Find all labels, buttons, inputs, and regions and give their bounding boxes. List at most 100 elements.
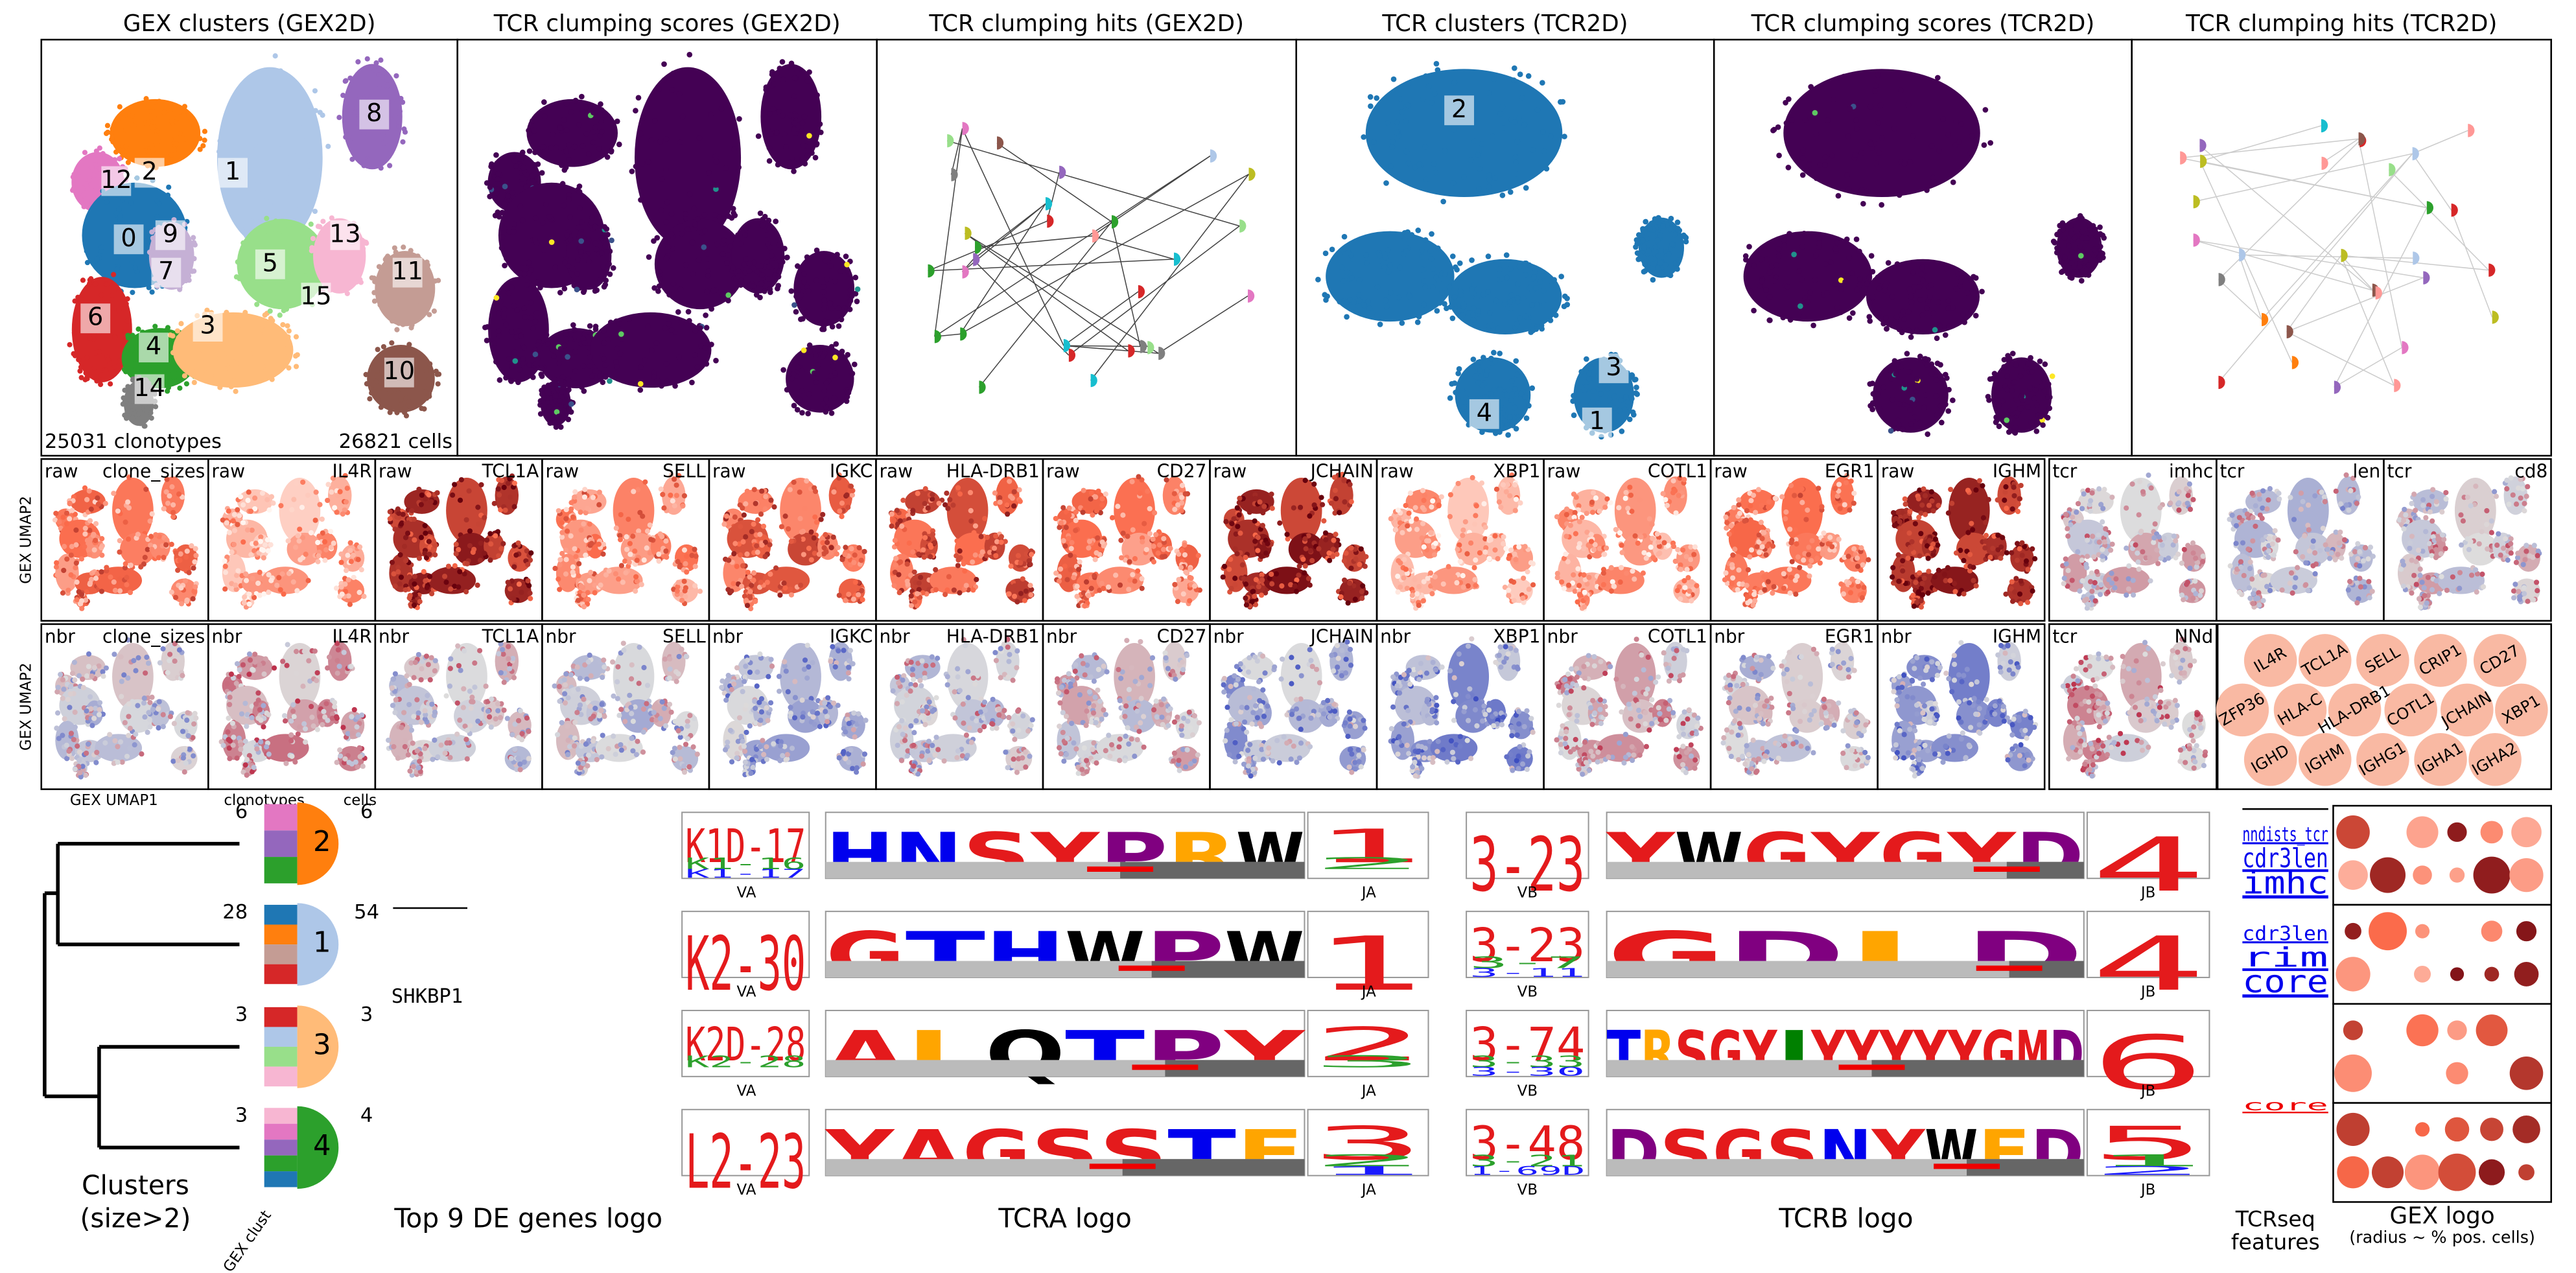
cell-dot — [120, 196, 126, 203]
cell-dot — [1442, 272, 1448, 277]
cell-dot — [661, 505, 667, 511]
cell-dot — [844, 261, 850, 268]
cell-dot — [1243, 602, 1250, 608]
cell-dot — [112, 587, 118, 594]
cell-dot — [269, 377, 275, 382]
cell-dot — [811, 535, 817, 541]
cell-dot — [2065, 270, 2071, 277]
cell-dot — [1521, 121, 1528, 128]
cell-dot — [679, 113, 686, 120]
cell-dot — [600, 264, 606, 270]
cell-dot — [427, 552, 432, 557]
cell-dot — [1419, 247, 1425, 253]
cell-dot — [556, 398, 563, 404]
hit-marker — [2341, 248, 2348, 263]
cell-dot — [173, 550, 179, 555]
hit-marker — [1239, 219, 1247, 233]
cell-dot — [638, 197, 644, 203]
cell-dot — [496, 553, 502, 559]
cell-dot — [64, 510, 70, 516]
cell-dot — [1834, 239, 1840, 246]
cell-dot — [557, 557, 563, 563]
cell-dot — [493, 533, 498, 539]
cell-dot — [2068, 223, 2074, 229]
cell-dot — [779, 59, 786, 65]
cell-dot — [89, 183, 95, 189]
cell-dot — [105, 356, 111, 362]
cell-dot — [406, 574, 412, 580]
cell-dot — [587, 521, 592, 527]
cell-dot — [644, 545, 650, 551]
cell-dot — [725, 298, 731, 304]
cell-dot — [89, 164, 95, 170]
cell-dot — [702, 344, 708, 351]
cell-dot — [246, 325, 252, 331]
cell-dot — [244, 527, 250, 533]
cell-dot — [1401, 236, 1408, 242]
cell-dot — [184, 597, 190, 603]
cell-dot — [1356, 277, 1363, 283]
cell-dot — [602, 281, 609, 288]
cell-dot — [1868, 403, 1873, 409]
cell-dot — [1461, 174, 1467, 180]
cell-dot — [235, 568, 241, 574]
cell-dot — [390, 302, 396, 309]
cell-dot — [617, 351, 624, 356]
cell-dot — [682, 588, 688, 594]
cell-dot — [1486, 183, 1492, 190]
cell-dot — [1864, 281, 1870, 287]
cell-dot — [581, 494, 588, 500]
cell-dot — [1066, 513, 1072, 519]
cell-dot — [172, 594, 179, 600]
cell-dot — [285, 334, 291, 340]
cell-dot — [406, 342, 412, 347]
cell-dot — [1641, 244, 1647, 250]
cell-dot — [1853, 117, 1859, 123]
cell-dot — [813, 379, 819, 386]
cell-dot — [2027, 385, 2033, 391]
cell-dot — [491, 500, 497, 506]
cell-dot — [815, 362, 821, 368]
cell-dot — [1470, 356, 1477, 362]
cell-dot — [766, 145, 773, 151]
cell-dot — [581, 287, 587, 294]
cell-dot — [348, 559, 354, 565]
cell-dot — [60, 514, 66, 520]
cell-dot — [1942, 392, 1949, 398]
cell-dot — [736, 164, 742, 170]
cell-dot — [478, 540, 484, 546]
cell-dot — [933, 566, 939, 573]
cell-dot — [233, 388, 239, 394]
cell-dot — [76, 589, 82, 595]
cell-dot — [712, 212, 718, 218]
cell-dot — [1850, 310, 1856, 316]
cell-dot — [1930, 310, 1937, 316]
cell-dot — [1786, 96, 1792, 102]
cell-dot — [753, 598, 758, 604]
cell-dot — [656, 552, 662, 557]
cell-dot — [1118, 537, 1124, 543]
cell-dot — [529, 172, 535, 179]
cell-dot — [918, 574, 924, 580]
cell-dot — [1337, 509, 1342, 515]
cell-dot — [602, 244, 608, 250]
cell-dot — [78, 297, 85, 303]
panel-feature: TCL1A — [482, 461, 539, 482]
cell-dot — [2011, 429, 2018, 436]
cell-dot — [495, 170, 502, 177]
cell-dot — [1910, 269, 1916, 275]
cell-dot — [856, 592, 861, 598]
cell-dot — [1908, 299, 1915, 306]
cell-dot — [373, 60, 379, 66]
cell-dot — [484, 337, 490, 344]
cell-dot — [565, 416, 572, 423]
cell-dot — [668, 327, 675, 333]
cell-dot — [1073, 528, 1079, 533]
cell-dot — [1416, 161, 1422, 167]
cell-dot — [1256, 583, 1261, 590]
cell-dot — [570, 564, 576, 570]
cell-dot — [108, 159, 113, 165]
cell-dot — [252, 142, 258, 148]
cell-dot — [158, 363, 163, 369]
cell-dot — [1758, 256, 1764, 263]
